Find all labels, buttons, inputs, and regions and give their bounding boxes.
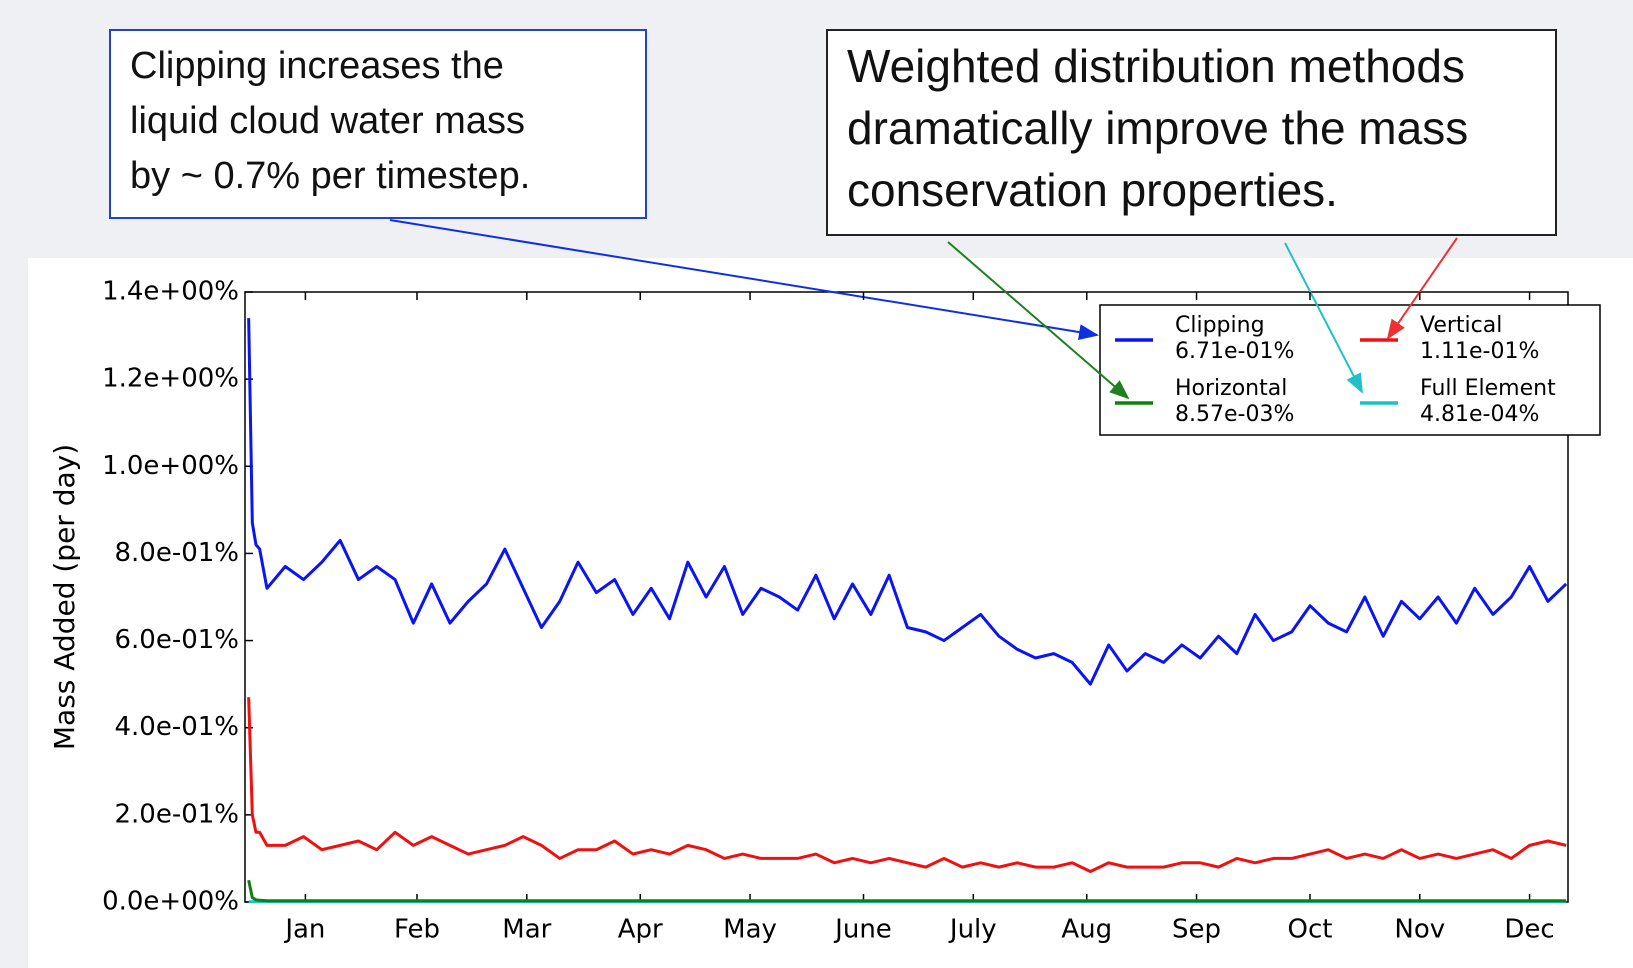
- y-tick-label: 2.0e-01%: [114, 799, 239, 829]
- annotation-text: conservation properties.: [847, 164, 1338, 216]
- x-tick-label: Nov: [1394, 915, 1445, 945]
- y-tick-label: 6.0e-01%: [114, 625, 239, 655]
- series-line: [247, 318, 1568, 686]
- annotation-text: Clipping increases the: [130, 45, 504, 87]
- annotation-text: liquid cloud water mass: [130, 100, 525, 142]
- legend-label: Full Element: [1420, 376, 1556, 401]
- y-tick-label: 4.0e-01%: [114, 712, 239, 742]
- annotation-box: [109, 29, 647, 219]
- x-tick-label: Dec: [1504, 915, 1554, 945]
- y-tick-label: 1.0e+00%: [102, 451, 239, 481]
- annotation-text: Weighted distribution methods: [847, 40, 1465, 92]
- x-tick-label: May: [723, 915, 777, 945]
- y-tick-label: 1.2e+00%: [102, 364, 239, 394]
- annotation-text: dramatically improve the mass: [847, 102, 1468, 154]
- legend-value: 4.81e-04%: [1420, 402, 1539, 427]
- x-tick-label: Mar: [502, 915, 551, 945]
- series-line: [247, 879, 1567, 903]
- x-tick-label: Oct: [1288, 915, 1333, 945]
- legend-label: Vertical: [1420, 313, 1502, 338]
- annotation-text: by ~ 0.7% per timestep.: [130, 155, 530, 197]
- x-tick-label: Feb: [394, 915, 440, 945]
- annotation-arrow: [947, 241, 1130, 400]
- series-line: [247, 697, 1567, 873]
- legend-label: Horizontal: [1175, 376, 1287, 401]
- y-tick-label: 8.0e-01%: [114, 538, 239, 568]
- y-tick-label: 0.0e+00%: [102, 887, 239, 917]
- x-tick-label: June: [833, 915, 892, 945]
- legend-label: Clipping: [1175, 313, 1265, 338]
- x-tick-label: Aug: [1061, 915, 1112, 945]
- y-axis-label: Mass Added (per day): [48, 444, 81, 750]
- legend-value: 6.71e-01%: [1175, 339, 1294, 364]
- x-tick-label: Sep: [1172, 915, 1221, 945]
- legend-value: 1.11e-01%: [1420, 339, 1539, 364]
- legend-value: 8.57e-03%: [1175, 402, 1294, 427]
- x-tick-label: Apr: [618, 915, 663, 945]
- annotation-arrow: [1284, 242, 1363, 394]
- y-tick-label: 1.4e+00%: [102, 277, 239, 307]
- annotation-arrow: [1386, 237, 1458, 340]
- x-tick-label: July: [948, 915, 997, 945]
- annotation-box: [826, 29, 1557, 236]
- x-tick-label: Jan: [283, 915, 325, 945]
- annotation-arrow: [389, 219, 1099, 341]
